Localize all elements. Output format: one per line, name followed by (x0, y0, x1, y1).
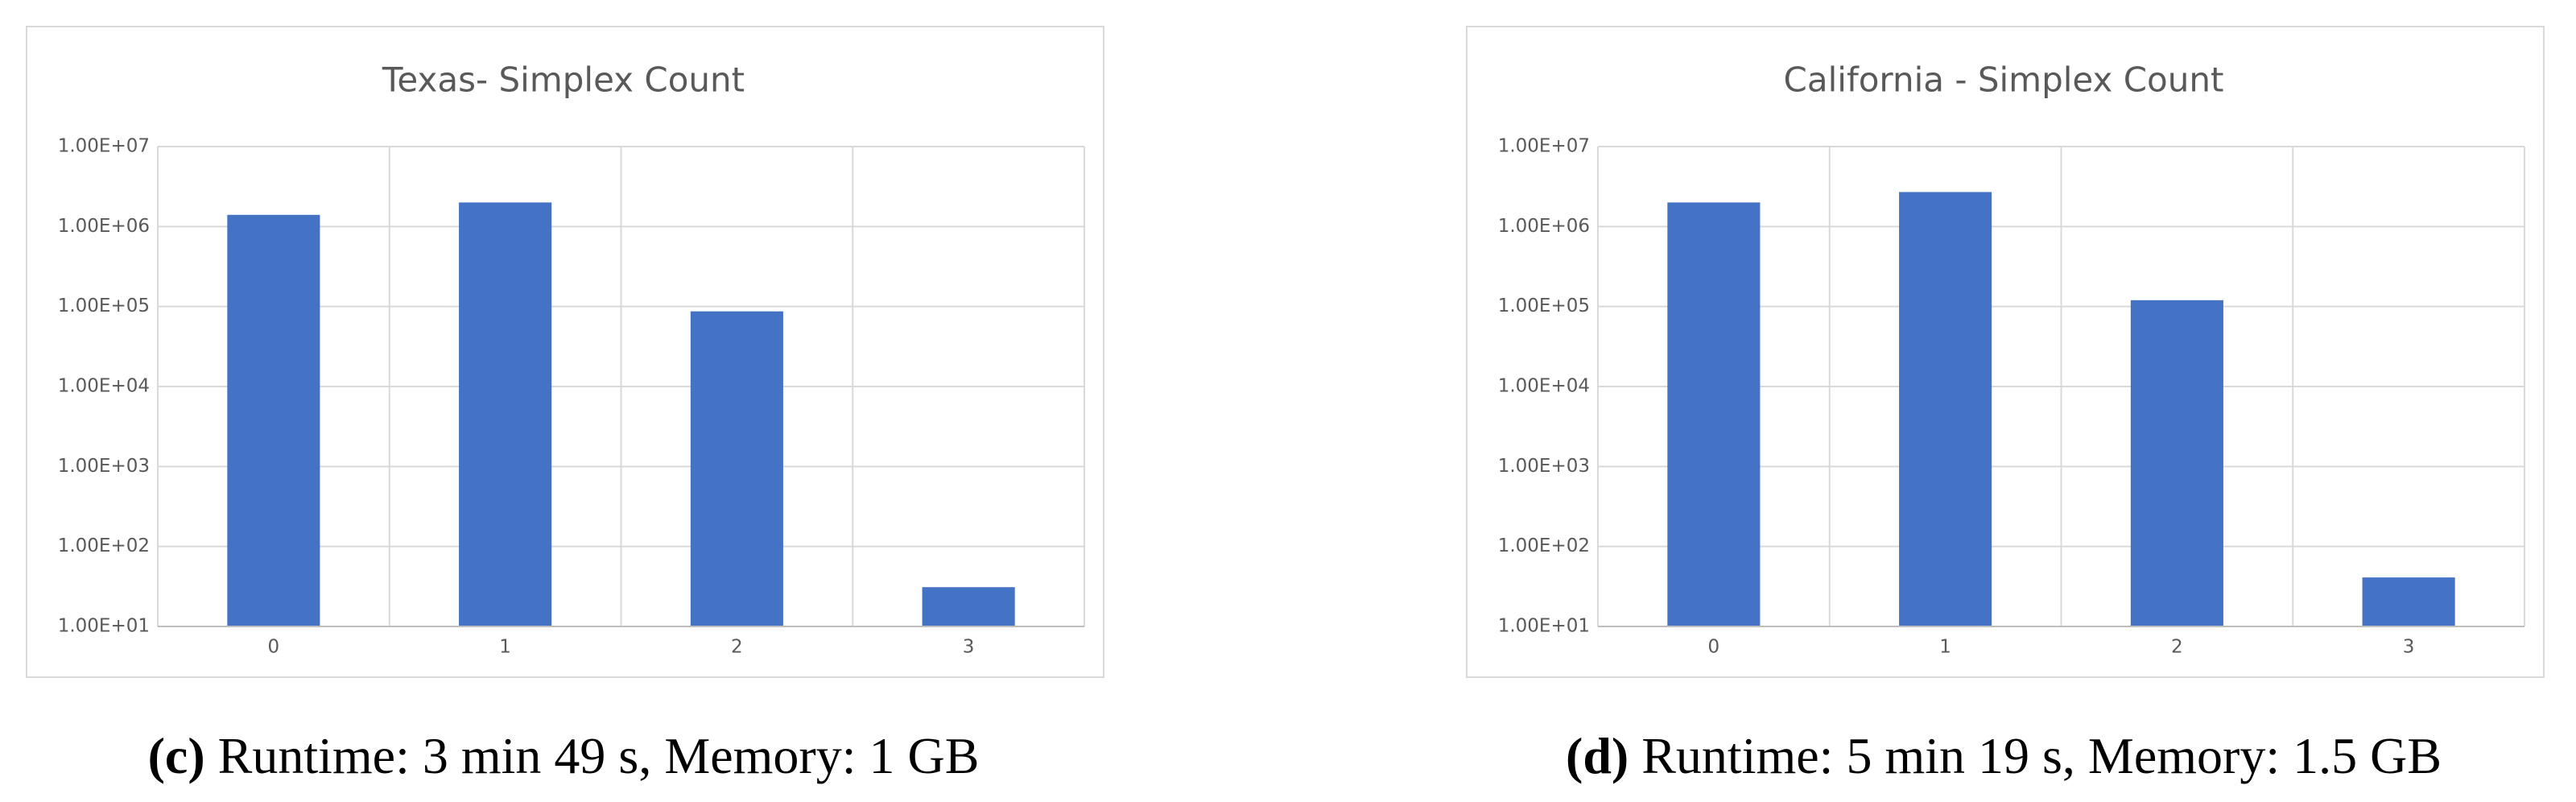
x-tick-label: 3 (963, 637, 975, 658)
y-tick-label: 1.00E+02 (58, 535, 150, 556)
y-tick-label: 1.00E+05 (1498, 296, 1590, 316)
y-tick-label: 1.00E+02 (1498, 535, 1590, 556)
x-tick-label: 2 (2171, 637, 2183, 658)
y-tick-label: 1.00E+07 (1498, 136, 1590, 157)
bar (2362, 577, 2455, 626)
x-tick-label: 0 (268, 637, 280, 658)
y-tick-label: 1.00E+03 (1498, 456, 1590, 477)
caption-label: (d) (1566, 727, 1629, 784)
caption-label: (c) (148, 727, 205, 784)
y-tick-label: 1.00E+06 (58, 216, 150, 237)
bar (1667, 202, 1761, 626)
caption-text: Runtime: 3 min 49 s, Memory: 1 GB (218, 727, 980, 784)
x-tick-label: 0 (1708, 637, 1720, 658)
chart-title: California - Simplex Count (1784, 60, 2224, 100)
bar (922, 587, 1015, 626)
y-tick-label: 1.00E+04 (58, 376, 150, 397)
bar (690, 311, 783, 626)
y-tick-label: 1.00E+07 (58, 136, 150, 157)
x-tick-label: 2 (731, 637, 743, 658)
y-tick-label: 1.00E+05 (58, 296, 150, 316)
chart-frame (26, 26, 1104, 678)
bar (2130, 300, 2223, 626)
bar (227, 214, 320, 626)
chart: Texas- Simplex Count 1.00E+01 1.00E+02 1.00… (26, 26, 1104, 784)
caption: (d) Runtime: 5 min 19 s, Memory: 1.5 GB (1566, 727, 2442, 784)
bar (1899, 192, 1992, 627)
y-tick-label: 1.00E+01 (58, 616, 150, 637)
y-tick-label: 1.00E+01 (1498, 616, 1590, 637)
x-tick-label: 1 (499, 637, 511, 658)
caption-text: Runtime: 5 min 19 s, Memory: 1.5 GB (1641, 727, 2442, 784)
caption: (c) Runtime: 3 min 49 s, Memory: 1 GB (148, 727, 980, 784)
x-tick-label: 3 (2403, 637, 2415, 658)
x-tick-label: 1 (1939, 637, 1951, 658)
y-tick-label: 1.00E+06 (1498, 216, 1590, 237)
y-tick-label: 1.00E+04 (1498, 376, 1590, 397)
bar (459, 202, 552, 626)
y-tick-label: 1.00E+03 (58, 456, 150, 477)
chart-frame (1466, 26, 2545, 678)
chart: California - Simplex Count 1.00E+01 1.00E+… (1466, 26, 2545, 784)
chart-title: Texas- Simplex Count (382, 60, 745, 100)
